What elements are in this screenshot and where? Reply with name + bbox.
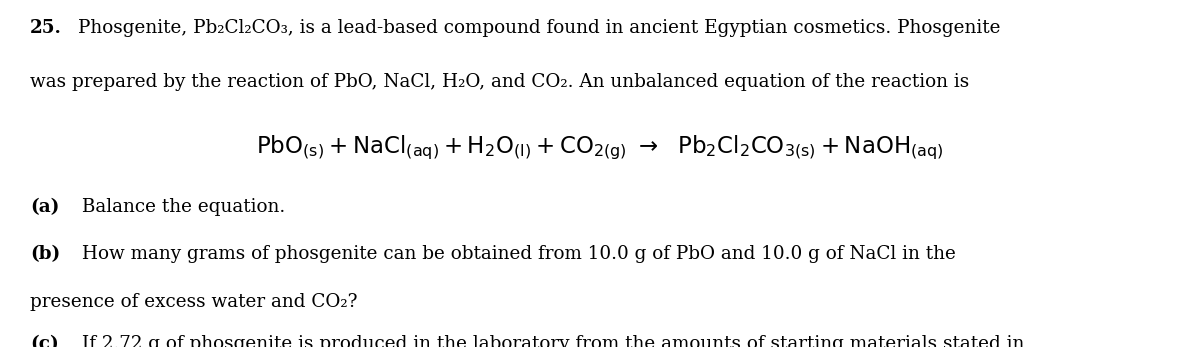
Text: (b): (b) — [30, 245, 60, 263]
Text: 25.: 25. — [30, 19, 62, 37]
Text: (c): (c) — [30, 335, 59, 347]
Text: $\rm PbO_{(s)}$$ \rm + NaCl_{(aq)} + H_2O_{(l)} + CO_{2(g)}$$\rm\ \rightarrow\ \: $\rm PbO_{(s)}$$ \rm + NaCl_{(aq)} + H_2… — [256, 134, 944, 162]
Text: was prepared by the reaction of PbO, NaCl, H₂O, and CO₂. An unbalanced equation : was prepared by the reaction of PbO, NaC… — [30, 73, 970, 91]
Text: presence of excess water and CO₂?: presence of excess water and CO₂? — [30, 293, 358, 311]
Text: Phosgenite, Pb₂Cl₂CO₃, is a lead-based compound found in ancient Egyptian cosmet: Phosgenite, Pb₂Cl₂CO₃, is a lead-based c… — [78, 19, 1001, 37]
Text: If 2.72 g of phosgenite is produced in the laboratory from the amounts of starti: If 2.72 g of phosgenite is produced in t… — [76, 335, 1024, 347]
Text: (a): (a) — [30, 198, 59, 216]
Text: How many grams of phosgenite can be obtained from 10.0 g of PbO and 10.0 g of Na: How many grams of phosgenite can be obta… — [76, 245, 955, 263]
Text: Balance the equation.: Balance the equation. — [76, 198, 284, 216]
